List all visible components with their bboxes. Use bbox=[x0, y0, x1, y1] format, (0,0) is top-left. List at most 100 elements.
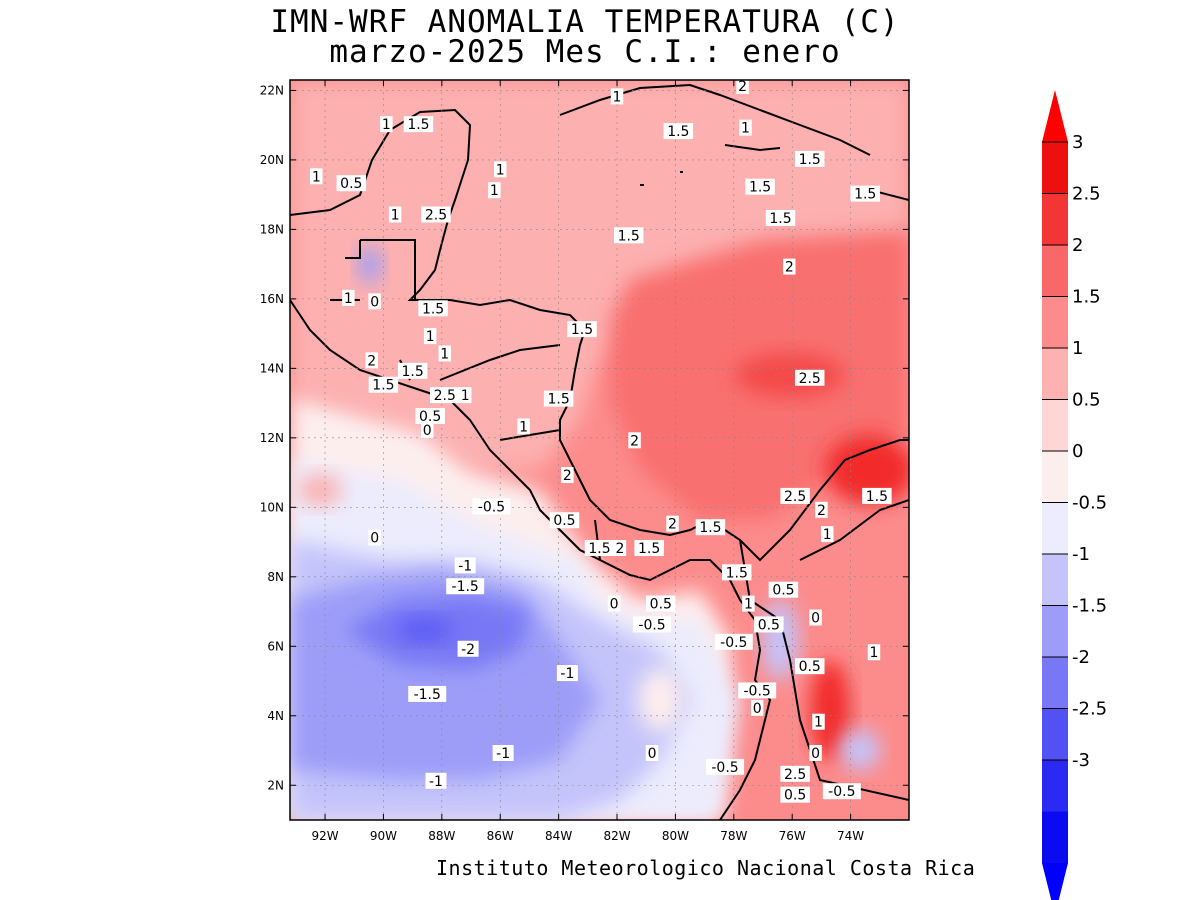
contour-label-bg bbox=[408, 685, 447, 702]
contour-label: 0.5 bbox=[646, 595, 676, 613]
contour-label-bg bbox=[815, 501, 828, 518]
contour-label-bg bbox=[794, 369, 825, 386]
contour-label-bg bbox=[607, 595, 621, 612]
contour-label: 1.5 bbox=[403, 116, 434, 133]
contour-label-bg bbox=[430, 387, 460, 404]
contour-label-bg bbox=[438, 345, 451, 362]
contour-label-text: 1 bbox=[741, 121, 750, 137]
contour-label-text: 1 bbox=[744, 597, 753, 613]
contour-label-text: -2 bbox=[461, 642, 475, 658]
contour-label-text: 1.5 bbox=[854, 187, 876, 203]
lon-tick-label: 90W bbox=[370, 829, 397, 843]
contour-label: 0 bbox=[420, 421, 434, 439]
contour-label: 2.5 bbox=[430, 387, 460, 404]
contour-label: 2.5 bbox=[421, 206, 451, 223]
contour-label: 0.5 bbox=[549, 512, 580, 529]
contour-label: -0.5 bbox=[706, 758, 745, 776]
contour-label-text: 1.5 bbox=[571, 322, 593, 338]
contour-label-bg bbox=[397, 362, 428, 379]
contour-label-bg bbox=[415, 407, 445, 424]
contour-label-bg bbox=[634, 540, 664, 557]
contour-label: 1 bbox=[867, 644, 881, 661]
contour-label-bg bbox=[706, 758, 745, 775]
contour-label-bg bbox=[336, 175, 367, 192]
contour-label-bg bbox=[368, 293, 381, 310]
contour-label-text: 2.5 bbox=[425, 207, 447, 223]
contour-label-bg bbox=[867, 644, 881, 661]
contour-label-bg bbox=[610, 88, 624, 105]
contour-label-bg bbox=[739, 119, 752, 136]
contour-label: 1.5 bbox=[794, 150, 825, 168]
contour-label: 0 bbox=[809, 744, 822, 762]
contour-label: 1.5 bbox=[695, 519, 726, 536]
lat-tick-label: 6N bbox=[267, 639, 284, 653]
contour-label: 0 bbox=[750, 699, 764, 717]
colorbar-segment bbox=[1042, 605, 1068, 658]
contour-label: 1 bbox=[820, 526, 834, 543]
contour-label-bg bbox=[745, 178, 775, 195]
colorbar-label: -1 bbox=[1072, 544, 1090, 565]
contour-label-bg bbox=[561, 467, 574, 484]
contour-label-bg bbox=[850, 185, 880, 202]
contour-label-bg bbox=[446, 578, 485, 595]
contour-label-text: -0.5 bbox=[638, 617, 665, 633]
contour-label-bg bbox=[556, 665, 578, 682]
contour-label-text: 1.5 bbox=[799, 152, 821, 168]
contour-label-text: 2.5 bbox=[784, 767, 806, 783]
contour-label-text: 1 bbox=[391, 207, 400, 223]
contour-label: 1.5 bbox=[368, 376, 399, 394]
colorbar-bottom-arrow bbox=[1042, 863, 1068, 900]
contour-label-text: 2.5 bbox=[434, 388, 456, 404]
colorbar-label: -3 bbox=[1072, 750, 1090, 771]
contour-label-text: 1.5 bbox=[638, 541, 660, 557]
colorbar-label: 0.5 bbox=[1072, 390, 1101, 411]
contour-label-bg bbox=[768, 581, 799, 598]
contour-label-text: -0.5 bbox=[720, 635, 747, 651]
contour-label: -1 bbox=[454, 557, 476, 574]
contour-label-bg bbox=[418, 300, 448, 317]
contour-label-bg bbox=[342, 289, 355, 306]
chart-title-line1: IMN-WRF ANOMALIA TEMPERATURA (C) bbox=[270, 4, 900, 40]
colorbar-segment bbox=[1042, 348, 1068, 400]
lat-tick-label: 14N bbox=[260, 361, 284, 375]
contour-label-text: 1 bbox=[870, 645, 879, 661]
colorbar-label: -2.5 bbox=[1072, 699, 1107, 720]
contour-label: 1 bbox=[438, 345, 451, 362]
colorbar-segment bbox=[1042, 245, 1068, 297]
contour-label-bg bbox=[633, 616, 672, 633]
credit-text: Instituto Meteorologico Nacional Costa R… bbox=[436, 856, 976, 880]
contour-label: 0.5 bbox=[415, 407, 445, 425]
contour-label-text: 0.5 bbox=[799, 659, 821, 675]
contour-label-text: 2 bbox=[563, 468, 572, 484]
contour-label-bg bbox=[457, 640, 479, 657]
contour-label-bg bbox=[368, 529, 381, 546]
contour-label: 1 bbox=[742, 595, 755, 613]
colorbar-top-arrow bbox=[1042, 90, 1068, 142]
contour-label-text: 1.5 bbox=[866, 489, 888, 505]
contour-label: 1.5 bbox=[663, 123, 694, 140]
contour-label-text: 1.5 bbox=[422, 301, 444, 317]
contour-label-bg bbox=[421, 206, 451, 223]
contour-label-text: 0.5 bbox=[784, 788, 806, 804]
colorbar-label: 2 bbox=[1072, 235, 1083, 256]
contour-label-bg bbox=[742, 595, 755, 612]
contour-label: 1 bbox=[388, 206, 402, 223]
contour-label-bg bbox=[613, 227, 644, 244]
contour-label-text: 1 bbox=[312, 169, 321, 185]
contour-label: 2 bbox=[815, 501, 828, 519]
contour-label-text: 1 bbox=[382, 117, 391, 133]
contour-label-bg bbox=[549, 512, 580, 529]
contour-label-bg bbox=[420, 421, 434, 438]
contour-label: -1.5 bbox=[408, 685, 447, 703]
contour-label: 2 bbox=[783, 258, 796, 276]
contour-label: 0 bbox=[809, 609, 822, 626]
colorbar-label: -1.5 bbox=[1072, 596, 1107, 617]
contour-label: 0.5 bbox=[794, 658, 825, 675]
lat-tick-label: 16N bbox=[260, 292, 284, 306]
contour-label: -0.5 bbox=[714, 633, 753, 651]
contour-label-text: 1.5 bbox=[769, 211, 791, 227]
contour-label-text: 1 bbox=[344, 291, 353, 307]
contour-label-bg bbox=[721, 564, 752, 581]
contour-label-text: 0 bbox=[811, 746, 820, 762]
